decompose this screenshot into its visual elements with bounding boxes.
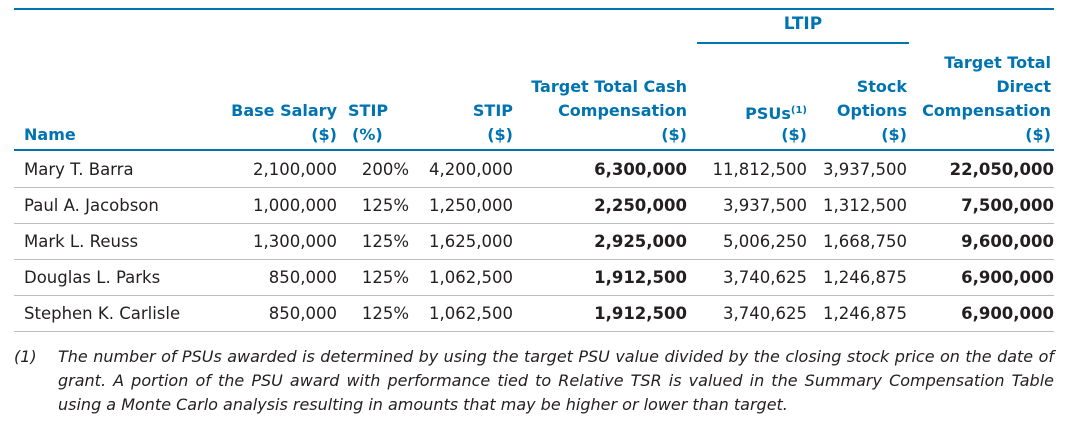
psus-cell: 3,937,500: [687, 187, 807, 224]
target-direct-cell: 7,500,000: [907, 187, 1054, 224]
target-direct-cell: 6,900,000: [907, 295, 1054, 332]
base-salary-cell: 1,000,000: [227, 187, 337, 224]
target-cash-cell: 1,912,500: [513, 295, 687, 332]
target-direct-cell: 6,900,000: [907, 259, 1054, 296]
header-stip-pct-unit: (%): [352, 125, 383, 144]
header-rule: [14, 149, 1054, 151]
stock-options-cell: 3,937,500: [807, 152, 907, 188]
table-row: Douglas L. Parks 850,000 125% 1,062,500 1,91…: [14, 259, 1054, 296]
footnote-mark: (1): [14, 347, 37, 366]
stock-options-cell: 1,668,750: [807, 223, 907, 260]
table-row: Stephen K. Carlisle 850,000 125% 1,062,500 1…: [14, 295, 1054, 332]
base-salary-cell: 850,000: [227, 295, 337, 332]
target-cash-cell: 1,912,500: [513, 259, 687, 296]
top-rule: [14, 8, 1054, 10]
executive-name: Mary T. Barra: [14, 152, 227, 188]
executive-name: Paul A. Jacobson: [14, 187, 227, 224]
header-base-salary: Base Salary: [231, 101, 337, 120]
header-psus-unit: ($): [781, 125, 807, 144]
executive-name: Stephen K. Carlisle: [14, 295, 227, 332]
header-stock-options-2: Options: [836, 101, 907, 120]
stip-amt-cell: 4,200,000: [409, 152, 513, 188]
stip-amt-cell: 1,062,500: [409, 259, 513, 296]
table-row: Mark L. Reuss 1,300,000 125% 1,625,000 2,925…: [14, 223, 1054, 260]
stock-options-cell: 1,246,875: [807, 295, 907, 332]
header-stip-amt-unit: ($): [487, 125, 513, 144]
executive-name: Douglas L. Parks: [14, 259, 227, 296]
stip-pct-cell: 125%: [337, 223, 409, 260]
target-cash-cell: 6,300,000: [513, 152, 687, 188]
base-salary-cell: 1,300,000: [227, 223, 337, 260]
target-cash-cell: 2,925,000: [513, 223, 687, 260]
header-stip-pct: STIP: [348, 101, 389, 120]
header-target-direct: Target Total: [944, 53, 1051, 72]
header-target-cash-2: Compensation: [558, 101, 687, 120]
footnote-text: The number of PSUs awarded is determined…: [58, 347, 1054, 414]
header-psus: PSUs(1): [745, 99, 807, 126]
target-cash-cell: 2,250,000: [513, 187, 687, 224]
stock-options-cell: 1,312,500: [807, 187, 907, 224]
header-name: Name: [24, 125, 76, 144]
target-direct-cell: 22,050,000: [907, 152, 1054, 188]
header-target-cash: Target Total Cash: [531, 77, 687, 96]
psus-cell: 11,812,500: [687, 152, 807, 188]
header-stip-amt: STIP: [472, 101, 513, 120]
base-salary-cell: 850,000: [227, 259, 337, 296]
header-stock-options: Stock: [856, 77, 907, 96]
psus-cell: 5,006,250: [687, 223, 807, 260]
stip-pct-cell: 125%: [337, 259, 409, 296]
header-target-direct-2: Direct: [996, 77, 1051, 96]
header-target-direct-3: Compensation: [922, 101, 1051, 120]
ltip-group-rule: [697, 42, 909, 44]
header-target-direct-unit: ($): [1025, 125, 1051, 144]
footnote-ref-1: (1): [790, 105, 807, 116]
stip-pct-cell: 125%: [337, 295, 409, 332]
stip-pct-cell: 125%: [337, 187, 409, 224]
stock-options-cell: 1,246,875: [807, 259, 907, 296]
stip-amt-cell: 1,062,500: [409, 295, 513, 332]
table-row: Mary T. Barra 2,100,000 200% 4,200,000 6,300…: [14, 152, 1054, 188]
header-base-salary-unit: ($): [311, 125, 337, 144]
target-direct-cell: 9,600,000: [907, 223, 1054, 260]
ltip-group-header: LTIP: [783, 14, 823, 34]
header-stock-options-unit: ($): [881, 125, 907, 144]
stip-amt-cell: 1,625,000: [409, 223, 513, 260]
executive-name: Mark L. Reuss: [14, 223, 227, 260]
psus-cell: 3,740,625: [687, 259, 807, 296]
table-row: Paul A. Jacobson 1,000,000 125% 1,250,000 2,…: [14, 187, 1054, 224]
header-psus-label: PSUs: [745, 104, 791, 123]
header-target-cash-unit: ($): [661, 125, 687, 144]
base-salary-cell: 2,100,000: [227, 152, 337, 188]
compensation-table: Mary T. Barra 2,100,000 200% 4,200,000 6,300…: [14, 152, 1054, 332]
stip-pct-cell: 200%: [337, 152, 409, 188]
psus-cell: 3,740,625: [687, 295, 807, 332]
stip-amt-cell: 1,250,000: [409, 187, 513, 224]
